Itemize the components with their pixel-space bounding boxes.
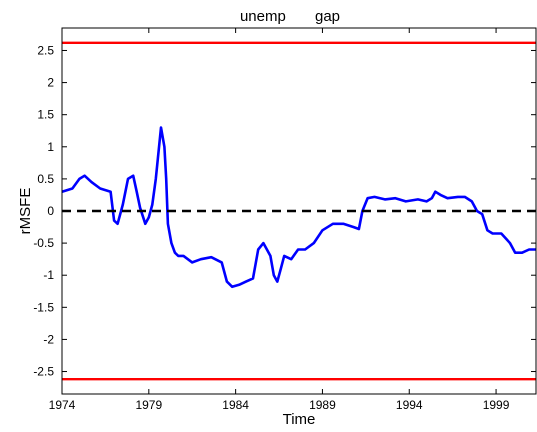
y-tick-label: 2.5 [37, 43, 54, 57]
plot-area-frame [61, 27, 537, 395]
y-tick-label: 1.5 [37, 108, 54, 122]
x-axis-label: Time [283, 411, 316, 428]
y-tick-label: 1 [47, 140, 54, 154]
y-axis-label: rMSFE [17, 188, 34, 235]
y-tick-label: 0 [47, 204, 54, 218]
x-tick-label: 1989 [309, 398, 336, 412]
chart-title: unemp gap [240, 8, 340, 25]
y-tick-label: 0.5 [37, 172, 54, 186]
x-tick-label: 1999 [483, 398, 510, 412]
series-line-0 [61, 126, 536, 289]
x-tick-label: 1994 [396, 398, 423, 412]
x-tick-label: 1984 [222, 398, 249, 412]
y-tick-label: 2 [47, 76, 54, 90]
y-tick-label: -2 [43, 332, 54, 346]
x-tick-label: 1979 [135, 398, 162, 412]
y-tick-label: -0.5 [33, 236, 54, 250]
y-tick-label: -2.5 [33, 365, 54, 379]
x-tick-label: 1974 [49, 398, 76, 412]
y-tick-label: -1.5 [33, 300, 54, 314]
y-tick-label: -1 [43, 268, 54, 282]
